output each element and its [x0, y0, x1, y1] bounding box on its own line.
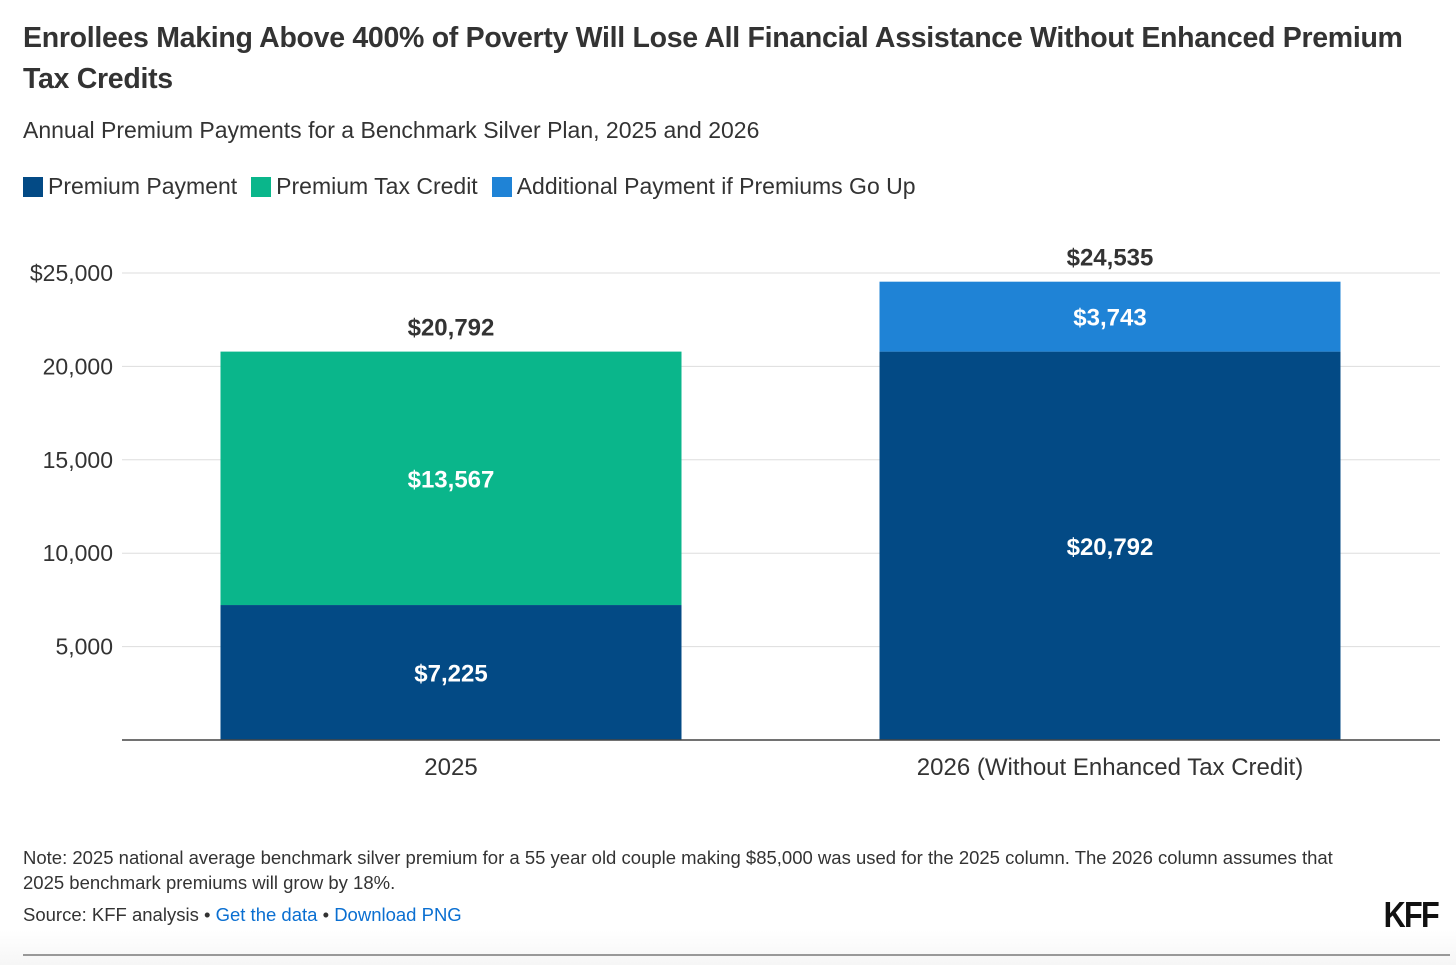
get-the-data-link[interactable]: Get the data	[215, 904, 318, 925]
data-label: $20,792	[1067, 534, 1154, 561]
total-label: $20,792	[408, 315, 495, 342]
y-tick-label: $25,000	[30, 260, 113, 286]
legend-item-premium-tax-credit: Premium Tax Credit	[251, 173, 478, 200]
kff-logo: KFF	[1383, 894, 1440, 935]
total-label: $24,535	[1067, 245, 1154, 272]
y-tick-label: 5,000	[55, 634, 113, 660]
chart-note: Note: 2025 national average benchmark si…	[23, 847, 1333, 893]
legend-label: Premium Tax Credit	[276, 173, 478, 199]
source-text: Source: KFF analysis	[23, 904, 199, 925]
chart-subtitle: Annual Premium Payments for a Benchmark …	[23, 117, 760, 143]
source-line: Source: KFF analysis • Get the data • Do…	[23, 904, 462, 926]
chart-title: Enrollees Making Above 400% of Poverty W…	[23, 22, 1403, 95]
data-label: $7,225	[414, 661, 487, 688]
legend: Premium Payment Premium Tax Credit Addit…	[23, 173, 916, 200]
y-tick-label: 20,000	[43, 353, 113, 379]
separator: •	[203, 904, 211, 925]
legend-swatch	[491, 176, 512, 197]
bar-segment	[220, 605, 682, 740]
download-png-link[interactable]: Download PNG	[334, 904, 462, 925]
separator: •	[322, 904, 330, 925]
x-tick-label: 2026 (Without Enhanced Tax Credit)	[917, 754, 1303, 781]
legend-swatch	[251, 176, 272, 197]
legend-label: Additional Payment if Premiums Go Up	[516, 173, 916, 199]
y-tick-label: 10,000	[43, 540, 113, 566]
legend-item-additional-payment: Additional Payment if Premiums Go Up	[491, 173, 916, 200]
data-label: $13,567	[408, 466, 495, 493]
y-tick-label: 15,000	[43, 447, 113, 473]
bar-segment	[879, 281, 1341, 352]
legend-item-premium-payment: Premium Payment	[23, 173, 237, 200]
footer-background	[0, 930, 1456, 965]
legend-label: Premium Payment	[48, 173, 238, 199]
x-tick-label: 2025	[424, 754, 477, 781]
bar-segment	[220, 351, 682, 606]
divider	[23, 954, 1450, 956]
legend-swatch	[23, 176, 43, 197]
bar-segment	[879, 351, 1341, 740]
data-label: $3,743	[1073, 305, 1146, 332]
